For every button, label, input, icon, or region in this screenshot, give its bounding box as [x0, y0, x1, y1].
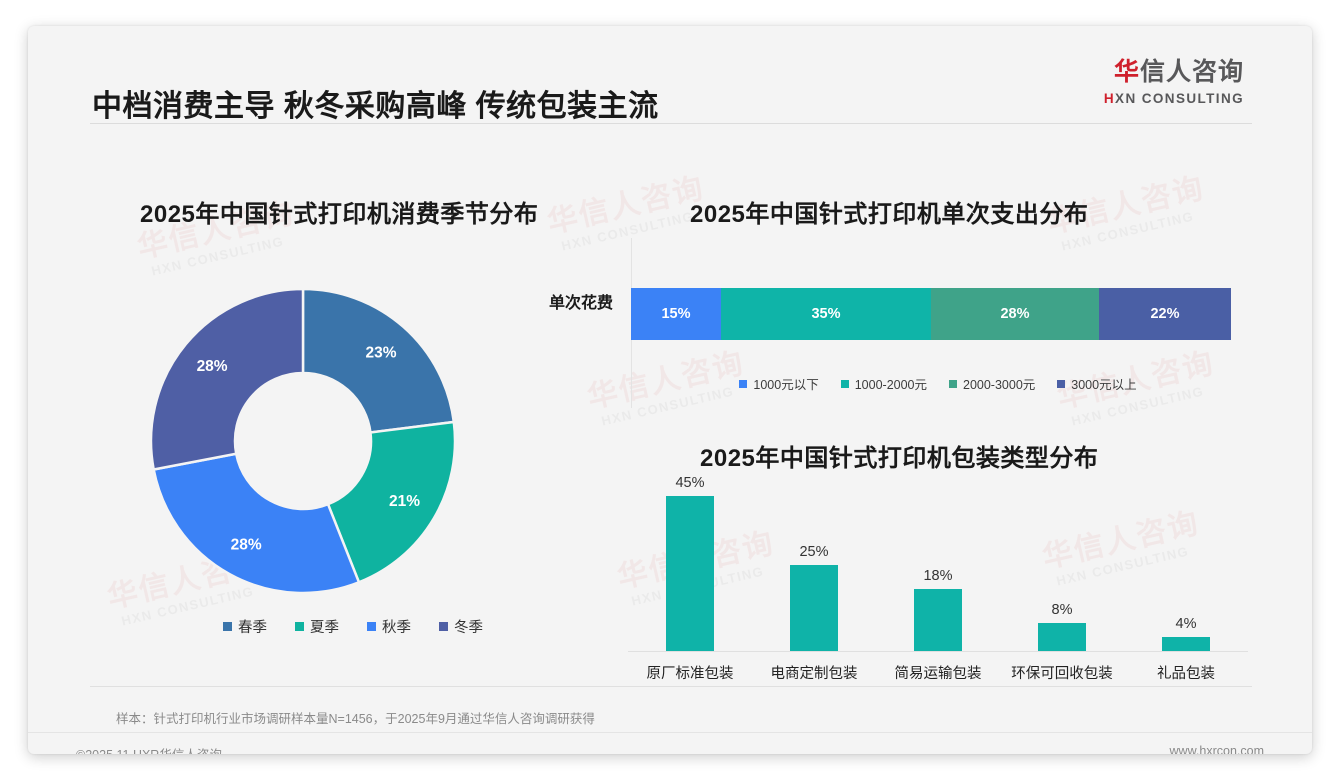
- donut-slice[interactable]: [301, 287, 456, 434]
- logo-english-accent: H: [1103, 91, 1116, 106]
- donut-slice[interactable]: [326, 420, 457, 584]
- legend-label: 3000元以上: [1071, 378, 1137, 392]
- column-group: 18%: [879, 568, 997, 651]
- logo-chinese-rest: 信人咨询: [1139, 58, 1244, 86]
- legend-item[interactable]: 夏季: [295, 616, 339, 637]
- legend-item[interactable]: 2000-3000元: [949, 374, 1035, 393]
- footer-divider: [28, 732, 1312, 733]
- legend-swatch-icon: [739, 379, 748, 388]
- slide-header: 中档消费主导 秋冬采购高峰 传统包装主流 华信人咨询 HXN CONSULTIN…: [28, 26, 1312, 125]
- legend-swatch-icon: [439, 622, 448, 631]
- column-value-label: 4%: [1175, 616, 1197, 632]
- logo-english-rest: XN CONSULTING: [1115, 91, 1244, 106]
- legend-item[interactable]: 冬季: [439, 616, 483, 637]
- column-category-label: 礼品包装: [1157, 666, 1215, 682]
- column-category-label: 简易运输包装: [894, 666, 982, 682]
- column-bar[interactable]: [914, 589, 962, 651]
- stacked-bar-segment[interactable]: 28%: [931, 288, 1099, 340]
- column-bar[interactable]: [790, 565, 838, 651]
- donut-slice-value: 28%: [197, 358, 228, 375]
- stacked-bar-segment[interactable]: 35%: [721, 288, 931, 340]
- donut-slice-value: 28%: [231, 536, 262, 553]
- logo-chinese-accent: 华: [1113, 58, 1140, 86]
- legend-label: 1000-2000元: [854, 378, 927, 392]
- column-baseline: [628, 651, 1248, 652]
- footer-website[interactable]: www.hxrcon.com: [1169, 744, 1264, 754]
- header-divider: [90, 123, 1252, 124]
- donut-slice[interactable]: [149, 287, 305, 471]
- column-bar[interactable]: [1162, 637, 1210, 651]
- legend-label: 冬季: [454, 620, 483, 636]
- donut-slice[interactable]: [152, 452, 361, 595]
- legend-label: 2000-3000元: [963, 378, 1036, 392]
- column-value-label: 45%: [675, 475, 705, 491]
- column-category-label: 原厂标准包装: [646, 666, 734, 682]
- column-group: 25%: [755, 544, 873, 651]
- legend-swatch-icon: [1057, 379, 1066, 388]
- chart-title-spend: 2025年中国针式打印机单次支出分布: [690, 201, 1089, 228]
- page-title: 中档消费主导 秋冬采购高峰 传统包装主流: [92, 90, 659, 123]
- column-value-label: 18%: [923, 568, 953, 584]
- column-group: 8%: [1003, 602, 1121, 651]
- legend-label: 春季: [238, 620, 267, 636]
- column-group: 4%: [1127, 616, 1245, 651]
- spend-distribution-chart: 2025年中国针式打印机单次支出分布 单次花费 15% 35% 28% 22% 100…: [549, 176, 1258, 421]
- spend-legend: 1000元以下 1000-2000元 2000-3000元 3000元以上: [618, 374, 1258, 393]
- column-bar[interactable]: [1038, 623, 1086, 651]
- footer-copyright: ©2025.11 HXR华信人咨询: [76, 744, 222, 754]
- legend-swatch-icon: [223, 622, 232, 631]
- column-bar[interactable]: [666, 496, 714, 651]
- brand-logo: 华信人咨询 HXN CONSULTING: [1104, 60, 1244, 106]
- note-divider: [90, 686, 1252, 687]
- legend-swatch-icon: [949, 379, 957, 388]
- column-value-label: 8%: [1051, 602, 1073, 618]
- column-category-label: 环保可回收包装: [1011, 666, 1113, 682]
- season-distribution-chart: 2025年中国针式打印机消费季节分布 23% 21% 28% 28% 春季 夏季 秋季 冬季: [88, 176, 618, 676]
- legend-label: 秋季: [382, 620, 411, 636]
- legend-swatch-icon: [367, 622, 376, 631]
- logo-chinese: 华信人咨询: [1104, 60, 1244, 85]
- donut-slice-value: 21%: [389, 493, 420, 510]
- column-category-label: 电商定制包装: [770, 666, 858, 682]
- sample-note: 样本：针式打印机行业市场调研样本量N=1456，于2025年9月通过华信人咨询调…: [116, 712, 595, 726]
- column-value-label: 25%: [799, 544, 829, 560]
- slide-card: 华信人咨询 HXN CONSULTING 华信人咨询 HXN CONSULTIN…: [28, 26, 1312, 754]
- column-plot-area: 45% 25% 18% 8% 4%: [628, 475, 1248, 651]
- stacked-bar-segment[interactable]: 22%: [1099, 288, 1231, 340]
- legend-item[interactable]: 春季: [223, 616, 267, 637]
- chart-title-package: 2025年中国针式打印机包装类型分布: [700, 445, 1099, 472]
- legend-label: 夏季: [310, 620, 339, 636]
- legend-swatch-icon: [840, 379, 849, 388]
- chart-title-season: 2025年中国针式打印机消费季节分布: [140, 201, 539, 228]
- logo-english: HXN CONSULTING: [1104, 92, 1244, 106]
- legend-item[interactable]: 秋季: [367, 616, 411, 637]
- package-type-chart: 2025年中国针式打印机包装类型分布 45% 25% 18% 8% 4% 原厂标准包装 电…: [618, 426, 1258, 716]
- stacked-bar-segment[interactable]: 15%: [631, 288, 721, 340]
- legend-swatch-icon: [295, 622, 304, 631]
- legend-item[interactable]: 1000-2000元: [840, 374, 927, 393]
- donut-svg: 23% 21% 28% 28%: [149, 287, 457, 595]
- legend-label: 1000元以下: [753, 378, 819, 392]
- stack-category-label: 单次花费: [548, 295, 613, 312]
- legend-item[interactable]: 1000元以下: [739, 374, 819, 393]
- column-group: 45%: [631, 475, 749, 651]
- season-legend: 春季 夏季 秋季 冬季: [88, 616, 618, 637]
- legend-item[interactable]: 3000元以上: [1057, 374, 1137, 393]
- donut-slice-value: 23%: [366, 344, 397, 361]
- stacked-bar: 15% 35% 28% 22%: [631, 288, 1231, 340]
